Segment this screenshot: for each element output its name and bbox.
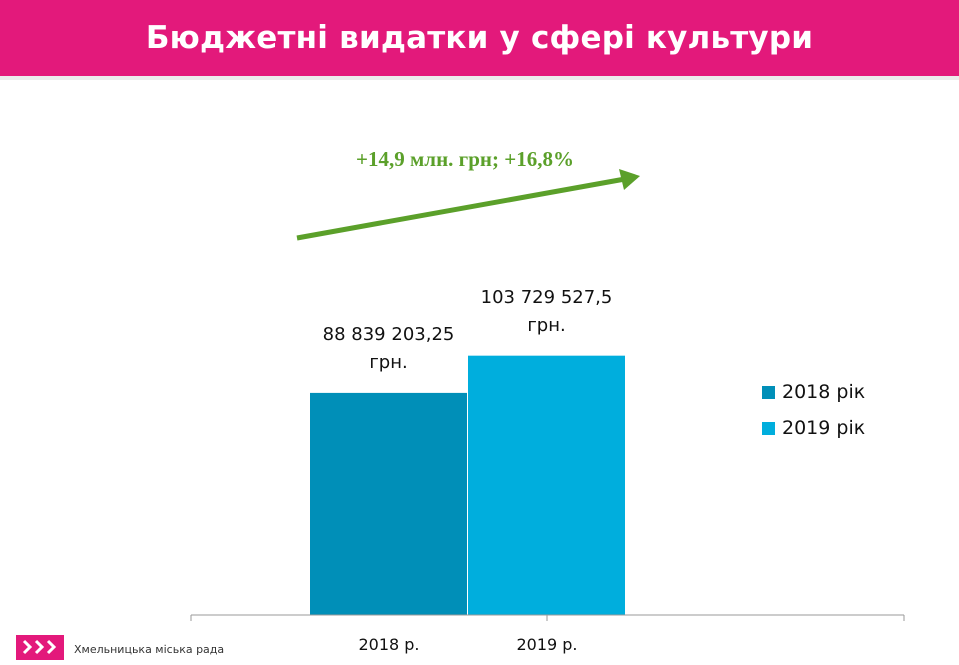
data-label-2018: 88 839 203,25 грн. — [322, 323, 455, 373]
legend-swatch-2018 — [762, 385, 775, 399]
x-tick-label-2019: 2019 р. — [516, 635, 578, 654]
data-label-2019: 103 729 527,5 грн. — [480, 286, 613, 336]
title-banner: Бюджетні видатки у сфері культури — [0, 0, 959, 80]
legend-swatch-2019 — [762, 421, 775, 435]
legend: 2018 рік 2019 рік — [762, 374, 865, 446]
logo-text: Хмельницька міська рада — [74, 643, 225, 656]
legend-label-2018: 2018 рік — [782, 381, 866, 403]
page-title: Бюджетні видатки у сфері культури — [145, 20, 814, 56]
city-council-logo-icon — [16, 635, 64, 660]
x-tick-label-2018: 2018 р. — [358, 635, 420, 654]
legend-item-2018: 2018 рік — [762, 374, 865, 410]
legend-item-2019: 2019 рік — [762, 410, 865, 446]
legend-label-2019: 2019 рік — [782, 417, 866, 439]
bar-2018 — [310, 392, 467, 615]
growth-annotation: +14,9 млн. грн; +16,8% — [356, 147, 574, 171]
growth-arrow-shaft — [296, 176, 626, 241]
bar-2019 — [468, 355, 625, 615]
growth-arrow-head — [619, 169, 640, 190]
city-council-logo: Хмельницька міська рада — [16, 633, 224, 660]
